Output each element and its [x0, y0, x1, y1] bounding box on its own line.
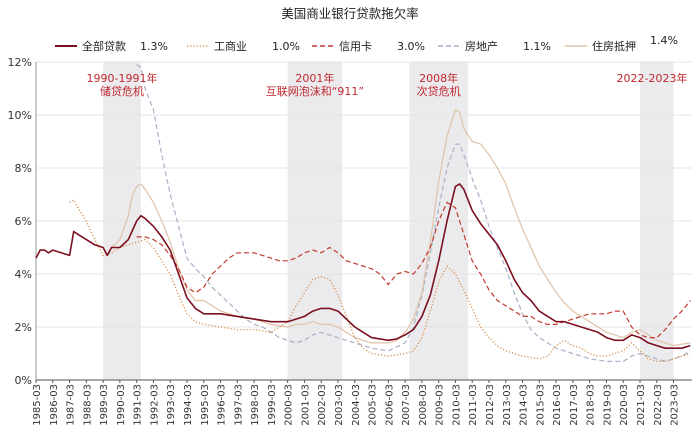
x-tick-label: 2017-03	[569, 384, 580, 426]
period-label: 2008年	[419, 71, 458, 85]
x-tick-label: 2021-03	[636, 384, 647, 426]
x-tick-label: 2015-03	[535, 384, 546, 426]
x-tick-label: 1994-03	[183, 384, 194, 426]
y-tick-label: 2%	[15, 321, 32, 334]
x-tick-label: 1987-03	[66, 384, 77, 426]
x-tick-label: 2000-03	[284, 384, 295, 426]
period-label: 次贷危机	[417, 84, 461, 98]
period-label: 2001年	[295, 71, 334, 85]
x-tick-label: 1992-03	[149, 384, 160, 426]
x-tick-label: 1997-03	[233, 384, 244, 426]
series-line-3	[136, 64, 691, 362]
legend: 全部贷款 1.3% 工商业 1.0% 信用卡 3.0% 房地产 1.1% 住房抵押 1.4%	[55, 34, 678, 53]
x-tick-label: 1999-03	[267, 384, 278, 426]
x-tick-label: 1995-03	[200, 384, 211, 426]
series-line-2	[136, 201, 691, 339]
x-tick-label: 2010-03	[451, 384, 462, 426]
x-tick-label: 2007-03	[401, 384, 412, 426]
period-label: 2022-2023年	[617, 71, 688, 85]
x-tick-label: 2019-03	[602, 384, 613, 426]
x-tick-label: 1998-03	[250, 384, 261, 426]
x-tick-label: 2001-03	[300, 384, 311, 426]
y-tick-label: 8%	[15, 162, 32, 175]
x-tick-label: 2022-03	[653, 384, 664, 426]
x-tick-label: 2012-03	[485, 384, 496, 426]
legend-label: 信用卡	[339, 40, 372, 53]
legend-label: 全部贷款	[82, 39, 126, 53]
period-label: 互联网泡沫和“911”	[266, 84, 364, 98]
x-tick-label: 2008-03	[418, 384, 429, 426]
x-tick-label: 1989-03	[99, 384, 110, 426]
y-tick-label: 4%	[15, 268, 32, 281]
y-tick-label: 12%	[8, 56, 32, 69]
period-label: 1990-1991年	[87, 71, 158, 85]
series-lines	[35, 64, 691, 363]
x-tick-label: 2002-03	[317, 384, 328, 426]
x-tick-label: 2006-03	[384, 384, 395, 426]
x-tick-label: 2005-03	[368, 384, 379, 426]
y-tick-label: 10%	[8, 109, 32, 122]
x-tick-label: 1990-03	[116, 384, 127, 426]
x-axis: 1985-03 1986-03 1987-03 1988-03 1989-03 1990-…	[32, 379, 692, 426]
legend-value: 1.0%	[272, 40, 300, 53]
x-tick-label: 1985-03	[32, 384, 43, 426]
y-axis: 0% 2% 4% 6% 8% 10% 12%	[8, 56, 37, 387]
legend-value: 1.1%	[523, 40, 551, 53]
x-tick-label: 1996-03	[217, 384, 228, 426]
x-tick-label: 2009-03	[435, 384, 446, 426]
series-line-0	[35, 183, 691, 349]
legend-value: 1.3%	[140, 40, 168, 53]
x-tick-label: 2004-03	[351, 384, 362, 426]
x-tick-label: 1993-03	[166, 384, 177, 426]
series-line-1	[69, 199, 691, 363]
x-tick-label: 2013-03	[502, 384, 513, 426]
x-tick-label: 2018-03	[586, 384, 597, 426]
y-tick-label: 6%	[15, 215, 32, 228]
x-tick-label: 2014-03	[519, 384, 530, 426]
legend-label: 住房抵押	[592, 39, 636, 53]
x-tick-label: 1991-03	[133, 384, 144, 426]
legend-value: 1.4%	[650, 34, 678, 47]
x-tick-label: 2011-03	[468, 384, 479, 426]
chart-title: 美国商业银行贷款拖欠率	[281, 6, 419, 21]
x-tick-label: 2003-03	[334, 384, 345, 426]
series-line-4	[111, 109, 691, 347]
x-tick-label: 2016-03	[552, 384, 563, 426]
x-tick-label: 1986-03	[49, 384, 60, 426]
y-tick-label: 0%	[15, 374, 32, 387]
legend-label: 房地产	[465, 39, 498, 53]
legend-value: 3.0%	[397, 40, 425, 53]
x-tick-label: 2020-03	[619, 384, 630, 426]
legend-label: 工商业	[214, 39, 247, 53]
x-tick-label: 1988-03	[82, 384, 93, 426]
period-label: 储贷危机	[100, 84, 144, 98]
x-tick-label: 2023-03	[670, 384, 681, 426]
